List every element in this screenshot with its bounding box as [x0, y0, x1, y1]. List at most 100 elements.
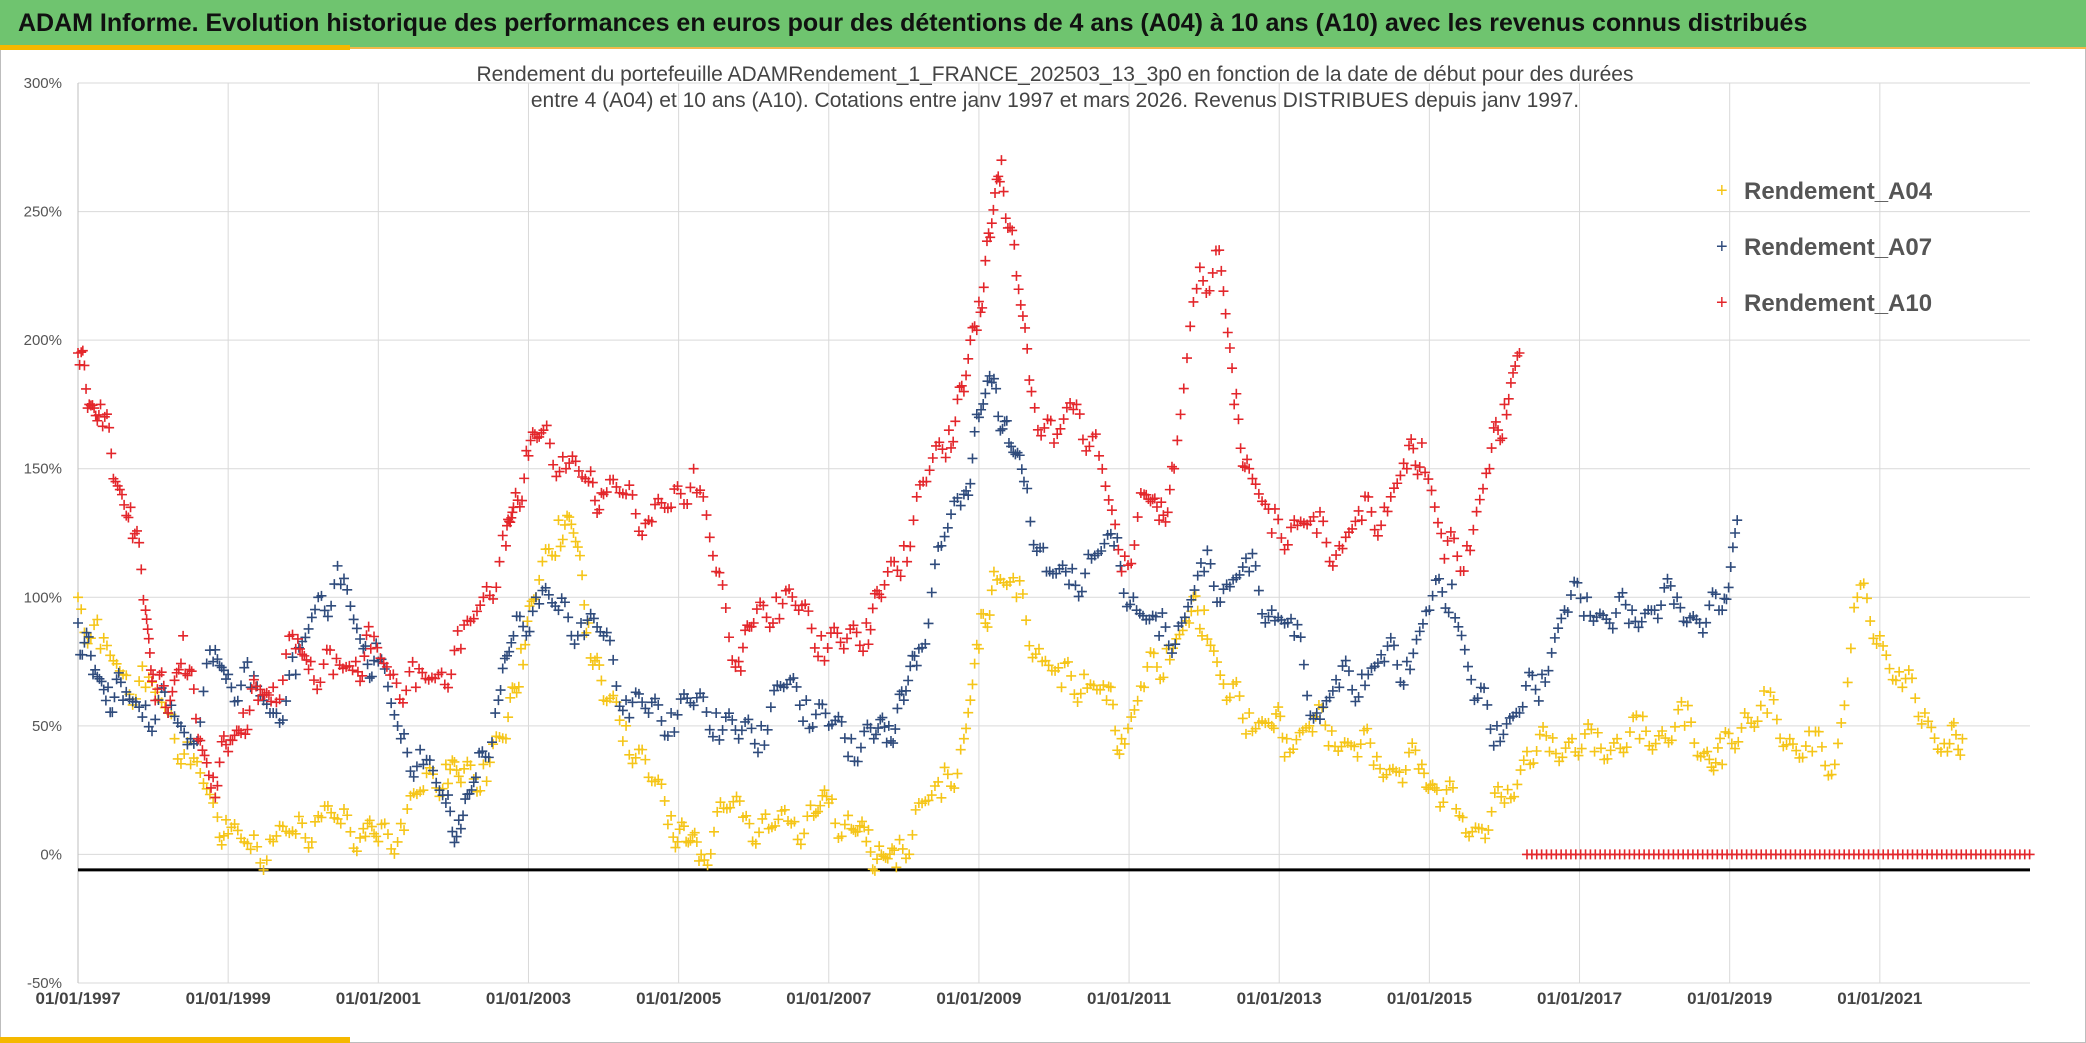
data-point-Rendement_A10	[143, 633, 154, 644]
data-point-Rendement_A04	[1586, 724, 1597, 735]
data-point-Rendement_A10	[1175, 409, 1186, 420]
data-point-Rendement_A04	[1951, 729, 1961, 740]
data-point-Rendement_A10	[1198, 275, 1209, 286]
data-point-Rendement_A04	[392, 836, 403, 847]
data-point-Rendement_A10	[1156, 497, 1167, 508]
data-point-Rendement_A07	[714, 734, 725, 745]
data-point-Rendement_A07	[1401, 656, 1412, 667]
data-point-Rendement_A07	[1611, 607, 1621, 618]
data-point-Rendement_A04	[1666, 735, 1677, 746]
data-point-Rendement_A10	[682, 498, 693, 509]
data-point-Rendement_A10	[1214, 245, 1225, 256]
y-tick-label: 100%	[24, 589, 62, 606]
data-point-Rendement_A07	[717, 724, 728, 735]
data-point-Rendement_A10	[527, 427, 538, 438]
data-point-Rendement_A04	[1030, 649, 1041, 660]
data-point-Rendement_A07	[455, 823, 466, 834]
data-point-Rendement_A07	[1636, 616, 1647, 627]
data-point-Rendement_A04	[1429, 782, 1440, 793]
data-point-Rendement_A10	[184, 664, 195, 675]
data-point-Rendement_A07	[903, 675, 914, 686]
data-point-Rendement_A10	[902, 556, 913, 567]
data-point-Rendement_A04	[1410, 745, 1421, 756]
data-point-Rendement_A04	[386, 843, 397, 854]
data-point-Rendement_A07	[88, 669, 99, 680]
data-point-Rendement_A10	[388, 669, 399, 680]
data-point-Rendement_A07	[608, 654, 619, 665]
data-point-Rendement_A10	[144, 647, 155, 658]
data-point-Rendement_A07	[926, 587, 937, 598]
data-point-Rendement_A04	[1105, 682, 1116, 693]
data-point-Rendement_A07	[428, 765, 439, 776]
data-point-Rendement_A10	[263, 689, 274, 700]
data-point-Rendement_A04	[1781, 739, 1792, 750]
data-point-Rendement_A04	[1119, 738, 1130, 749]
data-point-Rendement_A10	[1036, 430, 1047, 441]
data-point-Rendement_A07	[1202, 545, 1213, 556]
data-point-Rendement_A07	[306, 612, 317, 623]
y-tick-label: 200%	[24, 332, 62, 349]
data-point-Rendement_A04	[1116, 733, 1127, 744]
data-point-Rendement_A10	[446, 669, 457, 680]
data-point-Rendement_A10	[842, 633, 853, 644]
data-point-Rendement_A10	[1414, 462, 1425, 473]
data-point-Rendement_A07	[1479, 683, 1490, 694]
data-point-Rendement_A04	[826, 794, 837, 805]
data-point-Rendement_A07	[242, 657, 253, 668]
data-point-Rendement_A07	[1520, 680, 1531, 691]
data-point-Rendement_A04	[1712, 742, 1723, 753]
data-point-Rendement_A04	[402, 804, 413, 815]
data-point-Rendement_A10	[359, 651, 370, 662]
data-point-Rendement_A04	[577, 570, 588, 581]
data-point-Rendement_A07	[1060, 566, 1071, 577]
data-point-Rendement_A04	[1634, 733, 1645, 744]
data-point-Rendement_A10	[221, 739, 232, 750]
data-point-Rendement_A10	[1423, 474, 1434, 485]
data-point-Rendement_A04	[1842, 677, 1853, 688]
data-point-Rendement_A04	[596, 675, 607, 686]
data-point-Rendement_A04	[258, 864, 269, 875]
data-point-Rendement_A04	[1579, 728, 1590, 739]
data-point-Rendement_A10	[1169, 463, 1180, 474]
data-point-Rendement_A10	[523, 450, 534, 461]
data-point-Rendement_A04	[1749, 722, 1760, 733]
data-point-Rendement_A04	[1304, 720, 1315, 731]
data-point-Rendement_A10	[1178, 383, 1189, 394]
data-point-Rendement_A04	[389, 848, 400, 859]
data-point-Rendement_A07	[319, 605, 330, 616]
data-point-Rendement_A10	[861, 618, 872, 628]
data-point-Rendement_A10	[835, 637, 846, 648]
data-point-Rendement_A10	[1097, 463, 1108, 474]
data-point-Rendement_A07	[322, 611, 333, 622]
data-point-Rendement_A07	[518, 621, 529, 632]
data-point-Rendement_A10	[675, 488, 686, 499]
data-point-Rendement_A04	[1499, 798, 1510, 808]
data-point-Rendement_A04	[687, 829, 698, 840]
data-point-Rendement_A10	[594, 504, 605, 515]
data-point-Rendement_A10	[1505, 377, 1516, 388]
data-point-Rendement_A04	[1307, 726, 1318, 737]
x-tick-label: 01/01/2001	[336, 989, 421, 1008]
data-point-Rendement_A10	[165, 695, 176, 706]
data-point-Rendement_A04	[345, 826, 356, 837]
data-point-Rendement_A07	[724, 708, 735, 719]
data-point-Rendement_A04	[322, 800, 333, 811]
data-point-Rendement_A04	[1199, 605, 1210, 616]
data-point-Rendement_A07	[1166, 648, 1177, 659]
data-point-Rendement_A04	[760, 809, 771, 820]
data-point-Rendement_A10	[905, 541, 916, 552]
data-point-Rendement_A10	[585, 466, 596, 477]
data-point-Rendement_A07	[81, 627, 92, 638]
legend-marker-a10: +	[1716, 292, 1728, 314]
data-point-Rendement_A07	[588, 613, 599, 624]
data-point-Rendement_A07	[746, 723, 757, 734]
data-point-Rendement_A07	[946, 509, 957, 520]
data-point-Rendement_A04	[1164, 654, 1175, 665]
data-point-Rendement_A10	[1220, 308, 1231, 319]
data-point-Rendement_A04	[1421, 782, 1432, 793]
data-point-Rendement_A10	[1369, 524, 1380, 535]
data-point-Rendement_A10	[92, 415, 103, 426]
data-point-Rendement_A04	[449, 756, 460, 767]
data-point-Rendement_A07	[134, 702, 145, 713]
data-point-Rendement_A07	[1324, 692, 1335, 703]
